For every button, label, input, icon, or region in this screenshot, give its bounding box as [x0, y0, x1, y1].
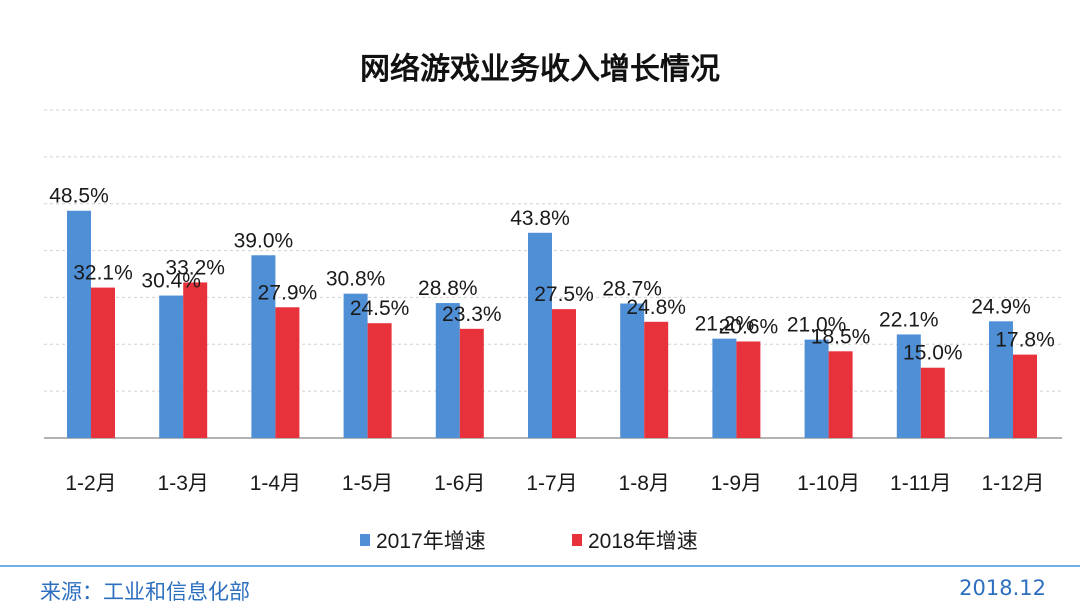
label-2017-1-3月: 30.4% [141, 270, 201, 293]
label-2017-1-12月: 24.9% [971, 295, 1031, 318]
bar-2018-1-10月 [828, 351, 853, 438]
bar-2018-1-7月 [552, 309, 576, 438]
label-2017-1-11月: 22.1% [879, 308, 939, 331]
label-2018-1-9月: 20.6% [719, 315, 779, 338]
label-2018-1-11月: 15.0% [903, 342, 963, 365]
bar-2017-1-5月 [343, 293, 368, 438]
x-tick-1-10月: 1-10月 [797, 472, 860, 495]
bar-2017-1-2月 [67, 210, 91, 438]
legend-label-2018年增速: 2018年增速 [588, 530, 698, 553]
label-2018-1-2月: 32.1% [73, 262, 133, 285]
x-tick-1-3月: 1-3月 [158, 472, 209, 495]
bar-2017-1-3月 [159, 295, 184, 438]
x-tick-1-11月: 1-11月 [890, 472, 951, 495]
bar-2018-1-2月 [91, 287, 115, 438]
bar-2017-1-10月 [804, 339, 829, 438]
bar-2017-1-12月 [989, 321, 1013, 438]
bar-2018-1-9月 [736, 341, 761, 438]
bar-2017-1-7月 [528, 232, 552, 438]
bar-2018-1-4月 [275, 307, 300, 438]
legend-swatch-2017年增速 [360, 534, 370, 546]
x-tick-1-9月: 1-9月 [711, 472, 762, 495]
footer: 来源：工业和信息化部 2018.12 [0, 565, 1080, 615]
bar-2017-1-4月 [251, 255, 276, 438]
label-2017-1-4月: 39.0% [234, 229, 294, 252]
label-2018-1-7月: 27.5% [534, 283, 594, 306]
x-tick-1-8月: 1-8月 [619, 472, 670, 495]
bar-2018-1-12月 [1013, 354, 1037, 438]
chart-title: 网络游戏业务收入增长情况 [360, 52, 720, 87]
legend: 2017年增速 2018年增速 [360, 530, 698, 553]
legend-swatch-2018年增速 [572, 534, 582, 546]
legend-label-2017年增速: 2017年增速 [376, 530, 486, 553]
bars [67, 210, 1037, 438]
label-2017-1-2月: 48.5% [49, 185, 109, 208]
bar-2018-1-3月 [183, 282, 208, 438]
label-2018-1-10月: 18.5% [811, 325, 871, 348]
bar-2018-1-8月 [644, 321, 669, 438]
x-tick-labels: 1-2月 1-3月 1-4月 1-5月 1-6月 1-7月 1-8月 1-9月 1-10月 1-1… [65, 472, 1044, 495]
bar-2017-1-8月 [620, 303, 645, 438]
label-2017-1-9月: 21.2% [695, 313, 755, 336]
label-2017-1-5月: 30.8% [326, 268, 386, 291]
x-tick-1-12月: 1-12月 [981, 472, 1044, 495]
bar-2017-1-6月 [435, 303, 460, 438]
x-tick-1-2月: 1-2月 [65, 472, 116, 495]
label-2018-1-5月: 24.5% [350, 297, 410, 320]
label-2018-1-3月: 33.2% [165, 256, 225, 279]
bar-2018-1-6月 [459, 328, 484, 438]
label-2017-1-10月: 21.0% [787, 314, 847, 337]
label-2018-1-8月: 24.8% [626, 296, 686, 319]
bar-2017-1-9月 [712, 338, 737, 438]
source-text: 来源：工业和信息化部 [40, 580, 250, 604]
label-2017-1-6月: 28.8% [418, 277, 478, 300]
bar-chart: 网络游戏业务收入增长情况 48.5% 32.1% 30.4%33.2% 39.0% 27… [44, 52, 1062, 553]
x-tick-1-7月: 1-7月 [526, 472, 577, 495]
label-2018-1-6月: 23.3% [442, 303, 502, 326]
x-tick-1-6月: 1-6月 [434, 472, 485, 495]
label-2017-1-8月: 28.7% [602, 278, 662, 301]
bar-2017-1-11月 [896, 334, 921, 438]
date-text: 2018.12 [959, 576, 1046, 600]
x-tick-1-5月: 1-5月 [342, 472, 393, 495]
value-labels: 48.5% 32.1% 30.4%33.2% 39.0% 27.9% 30.8% 24.5%… [49, 185, 1055, 365]
x-tick-1-4月: 1-4月 [250, 472, 301, 495]
label-2017-1-7月: 43.8% [510, 207, 570, 230]
bar-2018-1-11月 [920, 367, 945, 438]
label-2018-1-4月: 27.9% [258, 281, 318, 304]
bar-2018-1-5月 [367, 323, 392, 438]
label-2018-1-12月: 17.8% [995, 329, 1055, 352]
